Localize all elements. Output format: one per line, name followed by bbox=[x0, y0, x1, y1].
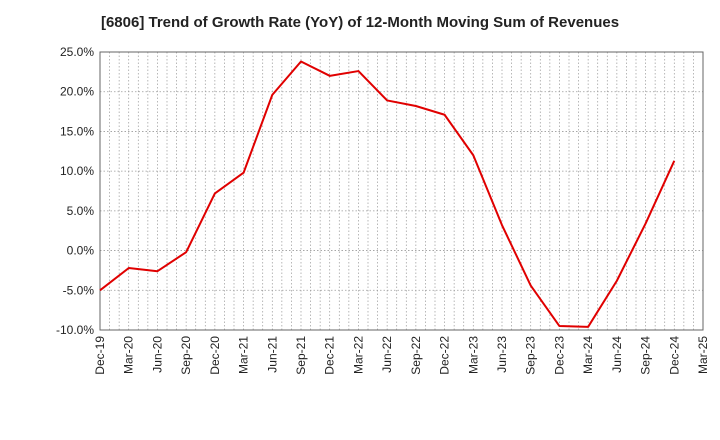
x-tick-label: Mar-22 bbox=[351, 336, 365, 374]
chart-title: [6806] Trend of Growth Rate (YoY) of 12-… bbox=[100, 14, 620, 31]
x-tick-label: Mar-25 bbox=[696, 336, 710, 374]
grid-layer bbox=[100, 51, 703, 331]
x-tick-label: Sep-23 bbox=[524, 336, 538, 375]
x-tick-label: Dec-23 bbox=[552, 336, 566, 375]
plot-frame bbox=[99, 51, 704, 331]
x-tick-label: Jun-23 bbox=[495, 336, 509, 373]
y-tick-label: 5.0% bbox=[67, 204, 95, 218]
x-tick-label: Sep-20 bbox=[179, 336, 193, 375]
y-tick-label: -10.0% bbox=[56, 323, 94, 337]
y-tick-label: 15.0% bbox=[60, 124, 94, 138]
y-tick-label: 20.0% bbox=[60, 85, 94, 99]
x-tick-label: Dec-21 bbox=[323, 336, 337, 375]
axis-layer bbox=[99, 51, 704, 331]
y-tick-label: 0.0% bbox=[67, 244, 95, 258]
x-tick-label: Dec-20 bbox=[208, 336, 222, 375]
y-tick-label: 25.0% bbox=[60, 45, 94, 59]
x-tick-label: Sep-21 bbox=[294, 336, 308, 375]
x-tick-label: Mar-23 bbox=[466, 336, 480, 374]
x-tick-label: Jun-21 bbox=[265, 336, 279, 373]
x-tick-label: Mar-20 bbox=[122, 336, 136, 374]
x-tick-label: Jun-24 bbox=[610, 336, 624, 373]
plot-area bbox=[100, 52, 703, 330]
x-tick-label: Sep-22 bbox=[409, 336, 423, 375]
x-tick-label: Dec-22 bbox=[438, 336, 452, 375]
x-tick-label: Dec-24 bbox=[667, 336, 681, 375]
series-layer bbox=[99, 60, 676, 328]
x-tick-label: Mar-24 bbox=[581, 336, 595, 374]
y-tick-labels: 25.0% 20.0% 15.0% 10.0% 5.0% 0.0% -5.0% -10.0% bbox=[56, 45, 94, 337]
x-tick-label: Sep-24 bbox=[639, 336, 653, 375]
x-tick-label: Jun-20 bbox=[150, 336, 164, 373]
y-tick-label: 10.0% bbox=[60, 164, 94, 178]
x-tick-labels: Dec-19 Mar-20 Jun-20 Sep-20 Dec-20 Mar-21 Jun-… bbox=[93, 336, 710, 375]
x-tick-label: Mar-21 bbox=[237, 336, 251, 374]
y-tick-label: -5.0% bbox=[63, 283, 95, 297]
x-tick-label: Jun-22 bbox=[380, 336, 394, 373]
x-tick-label: Dec-19 bbox=[93, 336, 107, 375]
